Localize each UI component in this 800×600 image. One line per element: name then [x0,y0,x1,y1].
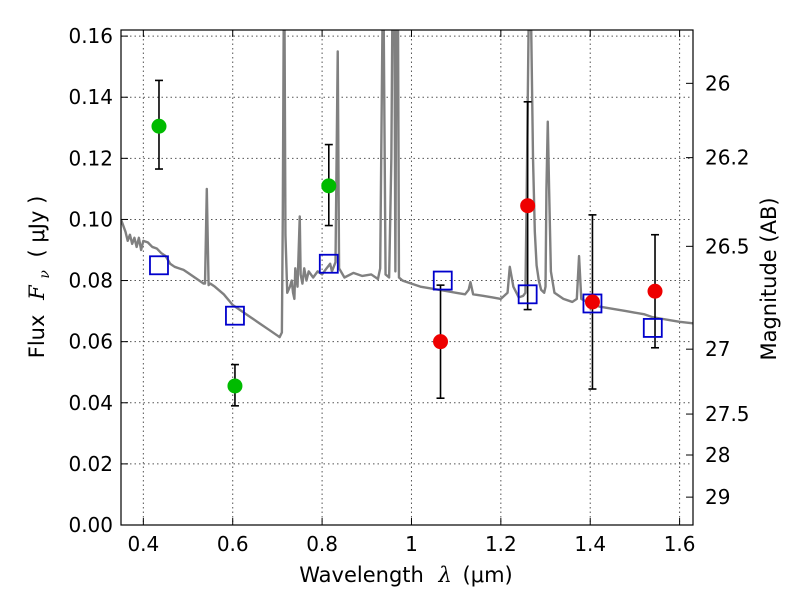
error-bars [154,79,660,407]
x-tick-label: 0.4 [127,532,159,556]
x-axis-label-symbol: λ [438,563,452,587]
x-tick-label: 1 [405,532,418,556]
grid [121,30,693,525]
x-axis-label: Wavelength λ (μm) [299,563,512,587]
model-flux-square [517,284,538,305]
magnitude-tick-label: 27.5 [705,402,750,426]
y-tick-label: 0.14 [68,85,113,109]
observed-flux-point-red [584,294,600,310]
y-tick-label: 0.04 [68,391,113,415]
model-flux-square [432,270,453,291]
x-axis-ticks: 0.4 0.6 0.8 1 1.2 1.4 1.6 [127,30,696,556]
magnitude-tick-label: 26.5 [705,234,750,258]
model-flux-square [225,305,245,326]
model-flux-square [642,318,663,338]
observed-flux-point-green [151,118,167,134]
y-tick-label: 0.00 [68,513,113,537]
magnitude-tick-label: 28 [705,443,730,467]
magnitude-tick-label: 27 [705,337,730,361]
observed-flux-point-red [520,198,536,214]
y-tick-label: 0.06 [68,330,113,354]
x-tick-label: 0.8 [306,532,338,556]
magnitude-axis-label: Magnitude (AB) [757,197,781,360]
y-tick-label: 0.10 [68,207,113,231]
data-markers [149,118,663,394]
magnitude-tick-label: 29 [705,485,730,509]
observed-flux-point-red [647,283,663,299]
y-tick-label: 0.08 [68,269,113,293]
y-axis-label: Flux F ν ( μJy ) [25,196,54,359]
y-tick-label: 0.12 [68,146,113,170]
x-tick-label: 1.6 [664,532,696,556]
x-tick-label: 0.6 [217,532,249,556]
observed-flux-point-green [227,378,243,394]
observed-flux-point-red [433,334,449,350]
model-flux-square [318,253,339,274]
y-axis-label-prefix: Flux [25,315,49,359]
spectrum-line [121,30,693,339]
x-axis-label-prefix: Wavelength [299,563,424,587]
magnitude-tick-label: 26 [705,71,730,95]
observed-flux-point-green [321,178,337,194]
y-axis-ticks: 0.00 0.02 0.04 0.06 0.08 0.10 0.12 0.14 0.16 [68,24,128,537]
model-spectrum [121,30,693,339]
magnitude-tick-label: 26.2 [705,146,750,170]
y-tick-label: 0.16 [68,24,113,48]
x-axis-label-unit: (μm) [463,563,513,587]
magnitude-axis-ticks: 26 26.2 26.5 27 27.5 28 29 [686,71,750,509]
y-axis-label-unit: ( μJy ) [25,196,49,258]
model-flux-square [149,255,169,276]
plot-frame [120,29,694,526]
x-tick-label: 1.4 [574,532,606,556]
y-tick-label: 0.02 [68,452,113,476]
y-axis-label-subscript: ν [37,270,53,279]
x-tick-label: 1.2 [485,532,517,556]
y-axis-label-symbol: F [25,284,49,301]
